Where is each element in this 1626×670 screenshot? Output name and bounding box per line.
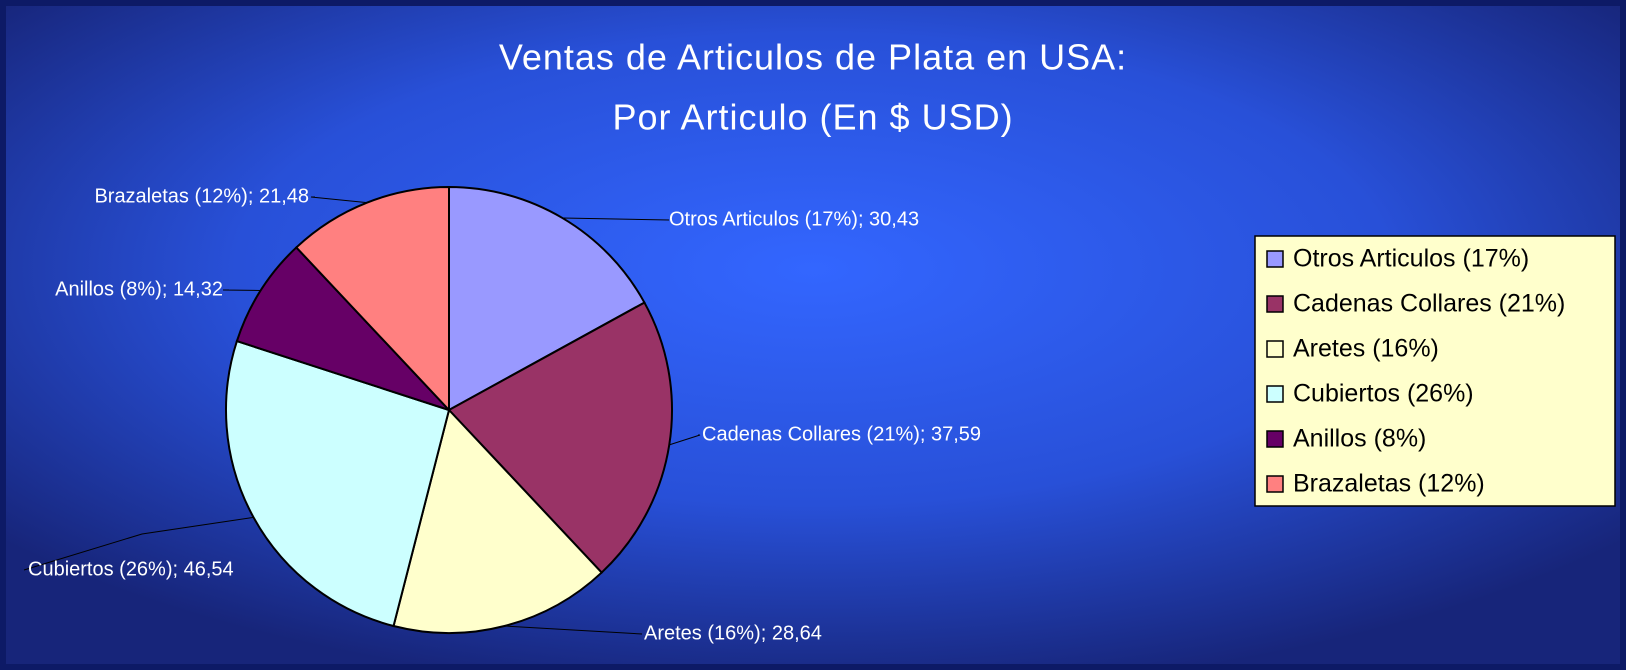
legend-label: Cubiertos (26%) bbox=[1293, 380, 1474, 408]
legend-swatch bbox=[1266, 475, 1284, 493]
legend-label: Aretes (16%) bbox=[1293, 335, 1439, 363]
data-label: Aretes (16%); 28,64 bbox=[644, 622, 822, 644]
legend-label: Cadenas Collares (21%) bbox=[1293, 290, 1565, 318]
data-label: Anillos (8%); 14,32 bbox=[55, 278, 223, 300]
legend-swatch bbox=[1266, 430, 1284, 448]
legend-swatch bbox=[1266, 295, 1284, 313]
legend-box bbox=[1254, 235, 1616, 507]
pie-slice bbox=[448, 185, 646, 412]
leader-line bbox=[23, 516, 254, 571]
legend-label: Otros Articulos (17%) bbox=[1293, 245, 1529, 273]
legend-swatch bbox=[1266, 250, 1284, 268]
leader-line bbox=[562, 217, 670, 221]
data-label: Otros Articulos (17%); 30,43 bbox=[669, 208, 919, 230]
leader-line bbox=[669, 434, 701, 446]
chart-subtitle: Por Articulo (En $ USD) bbox=[612, 97, 1013, 138]
legend-label: Anillos (8%) bbox=[1293, 425, 1426, 453]
legend-swatch bbox=[1266, 340, 1284, 358]
legend-label: Brazaletas (12%) bbox=[1293, 470, 1485, 498]
leader-line bbox=[310, 196, 367, 204]
leader-line bbox=[222, 289, 261, 292]
pie-slice bbox=[392, 407, 604, 634]
leader-line bbox=[504, 625, 643, 635]
legend-swatch bbox=[1266, 385, 1284, 403]
data-label: Cubiertos (26%); 46,54 bbox=[28, 558, 234, 580]
data-label: Cadenas Collares (21%); 37,59 bbox=[702, 423, 981, 445]
pie-slice bbox=[447, 301, 673, 574]
data-label: Brazaletas (12%); 21,48 bbox=[94, 185, 309, 207]
chart-title: Ventas de Articulos de Plata en USA: bbox=[499, 37, 1127, 78]
